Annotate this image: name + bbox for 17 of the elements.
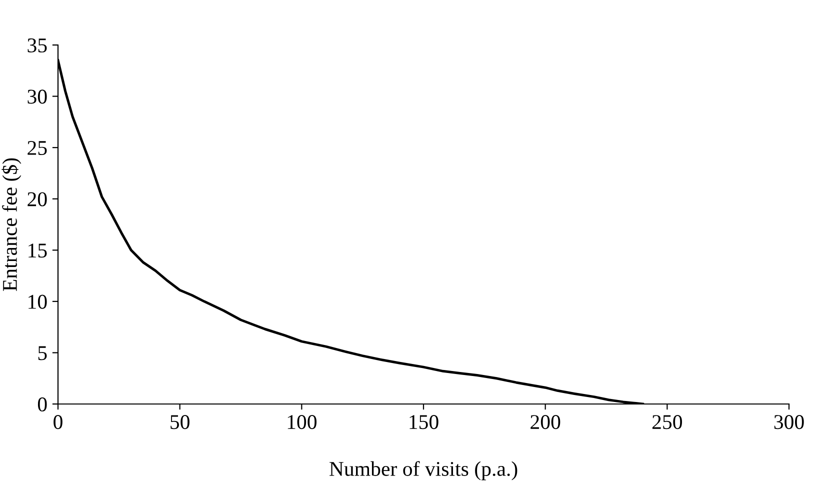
y-tick-label: 5 [38,346,47,360]
y-tick-label: 30 [28,90,47,104]
x-tick-label: 250 [652,415,682,430]
x-tick-label: 50 [170,415,190,430]
x-tick-label: 100 [288,415,316,430]
y-tick-label: 25 [28,141,47,156]
x-tick-label: 0 [54,415,62,430]
y-axis-title: Entrance fee ($) [2,158,22,291]
y-tick-label: 35 [28,38,47,52]
y-tick-label: 0 [38,397,47,412]
x-tick-label: 150 [410,415,438,430]
y-tick-label: 15 [28,244,47,258]
x-tick-label: 300 [774,415,804,430]
x-tick-label: 200 [530,415,560,430]
x-axis-title: Number of visits (p.a.) [330,461,518,480]
y-tick-label: 10 [28,294,47,309]
y-tick-label: 20 [28,192,47,206]
